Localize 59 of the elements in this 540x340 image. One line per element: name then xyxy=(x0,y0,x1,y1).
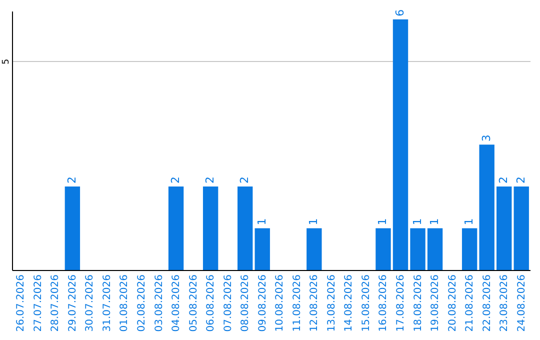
x-tick-label: 05.08.2026 xyxy=(188,274,200,332)
data-label: 1 xyxy=(307,218,320,226)
data-label: 3 xyxy=(480,134,493,142)
data-label: 1 xyxy=(255,218,268,226)
x-tick-label: 06.08.2026 xyxy=(206,274,217,332)
data-label: 2 xyxy=(514,176,528,184)
bar xyxy=(462,228,478,270)
x-tick-label: 19.08.2026 xyxy=(430,274,442,332)
bar xyxy=(410,228,426,270)
x-tick-label: 10.08.2026 xyxy=(274,274,286,332)
x-tick-label: 20.08.2026 xyxy=(447,274,458,332)
x-tick-label: 15.08.2026 xyxy=(360,274,372,332)
x-tick-label: 31.07.2026 xyxy=(102,274,113,332)
x-tick-label: 26.07.2026 xyxy=(16,274,27,332)
bar xyxy=(202,186,218,270)
bar xyxy=(392,19,408,270)
x-tick-label: 09.08.2026 xyxy=(257,274,268,332)
bar xyxy=(168,186,184,270)
x-tick-label: 07.08.2026 xyxy=(222,274,234,332)
x-tick-label: 12.08.2026 xyxy=(309,274,320,332)
bar xyxy=(64,186,80,270)
data-label: 6 xyxy=(394,9,406,16)
y-tick-label: 5 xyxy=(2,58,12,64)
x-tick-label: 01.08.2026 xyxy=(119,274,130,332)
x-tick-label: 21.08.2026 xyxy=(464,274,476,332)
x-tick-label: 02.08.2026 xyxy=(136,274,148,332)
x-tick-label: 14.08.2026 xyxy=(344,274,355,332)
x-tick-label: 18.08.2026 xyxy=(412,274,424,332)
x-tick-label: 16.08.2026 xyxy=(378,274,390,332)
x-tick-label: 03.08.2026 xyxy=(154,274,165,332)
data-label: 2 xyxy=(169,176,182,184)
data-label: 1 xyxy=(410,218,424,226)
data-label: 1 xyxy=(462,218,476,226)
x-tick-label: 13.08.2026 xyxy=(326,274,338,332)
bar xyxy=(427,228,443,270)
x-tick-label: 11.08.2026 xyxy=(292,274,303,332)
data-label: 1 xyxy=(376,218,390,226)
x-tick-label: 27.07.2026 xyxy=(32,274,44,332)
x-tick-label: 23.08.2026 xyxy=(499,274,510,332)
data-label: 1 xyxy=(428,218,442,226)
bar xyxy=(479,144,494,270)
data-label: 2 xyxy=(497,176,510,184)
x-tick-label: 24.08.2026 xyxy=(516,274,528,332)
data-label: 2 xyxy=(238,176,252,184)
data-label: 2 xyxy=(204,176,217,184)
bar xyxy=(306,228,322,270)
x-tick-label: 04.08.2026 xyxy=(171,274,182,332)
bar xyxy=(514,186,529,270)
bar xyxy=(254,228,270,270)
x-tick-label: 29.07.2026 xyxy=(67,274,78,332)
x-tick-label: 08.08.2026 xyxy=(240,274,252,332)
x-tick-label: 30.07.2026 xyxy=(84,274,96,332)
bar xyxy=(376,228,391,270)
x-tick-label: 28.07.2026 xyxy=(50,274,62,332)
data-label: 2 xyxy=(65,176,78,184)
bar xyxy=(496,186,512,270)
bar xyxy=(238,186,253,270)
x-tick-label: 17.08.2026 xyxy=(396,274,406,332)
x-tick-label: 22.08.2026 xyxy=(482,274,493,332)
